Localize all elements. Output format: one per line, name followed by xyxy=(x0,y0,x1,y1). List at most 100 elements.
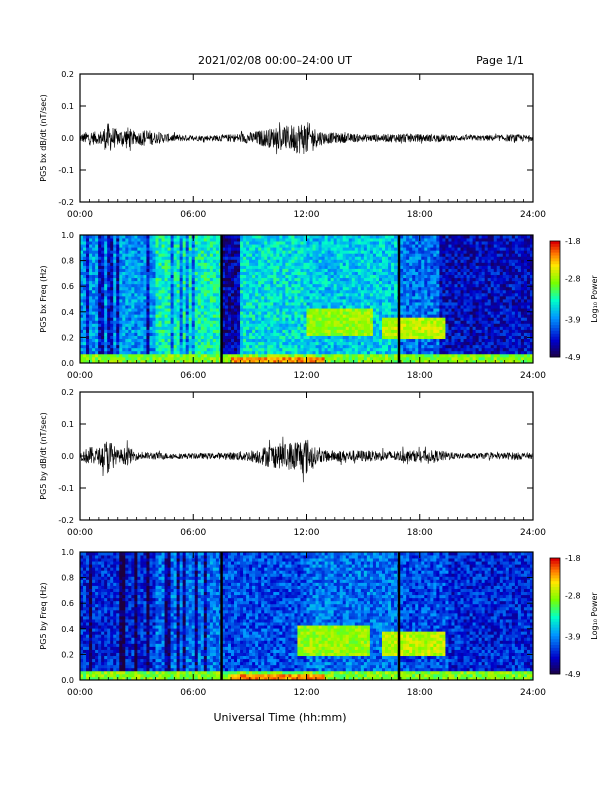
spectrogram-cell xyxy=(324,235,329,239)
spectrogram-cell xyxy=(95,241,99,245)
spectrogram-cell xyxy=(80,350,84,355)
spectrogram-cell xyxy=(385,289,389,294)
spectrogram-cell xyxy=(424,335,428,340)
spectrogram-cell xyxy=(333,359,338,364)
spectrogram-cell xyxy=(170,347,175,352)
spectrogram-cell xyxy=(215,271,220,276)
spectrogram-cell xyxy=(348,256,353,260)
spectrogram-cell xyxy=(303,265,307,269)
spectrogram-cell xyxy=(128,314,132,318)
spectrogram-cell xyxy=(288,268,292,272)
spectrogram-cell xyxy=(351,280,356,285)
spectrogram-cell xyxy=(104,253,108,257)
spectrogram-cell xyxy=(321,314,326,318)
spectrogram-cell xyxy=(101,326,105,330)
spectrogram-cell xyxy=(282,305,286,309)
spectrogram-cell xyxy=(330,238,335,242)
spectrogram-cell xyxy=(104,308,108,312)
spectrogram-cell xyxy=(252,256,256,260)
spectrogram-cell xyxy=(212,314,217,318)
spectrogram-cell xyxy=(270,344,274,349)
spectrogram-cell xyxy=(270,286,274,291)
plot-stack: 00:00 06:00 12:00 18:00 24:000.20.10.0-0.1-0… xyxy=(39,70,599,698)
spectrogram-cell xyxy=(291,347,295,352)
spectrogram-cell xyxy=(309,341,313,346)
spectrogram-cell xyxy=(95,289,99,294)
spectrogram-cell xyxy=(382,256,386,260)
spectrogram-cell xyxy=(321,253,326,257)
spectrogram-cell xyxy=(104,295,108,300)
spectrogram-cell xyxy=(427,253,431,257)
spectrogram-cell xyxy=(185,329,190,333)
spectrogram-cell xyxy=(400,323,404,327)
spectrogram-cell xyxy=(369,320,374,324)
spectrogram-cell xyxy=(282,353,286,358)
spectrogram-cell xyxy=(285,253,289,257)
spectrogram-cell xyxy=(327,350,332,355)
spectrogram-cell xyxy=(161,244,165,248)
spectrogram-cell xyxy=(321,356,326,361)
spectrogram-cell xyxy=(339,292,344,297)
spectrogram-cell xyxy=(309,302,313,306)
spectrogram-cell xyxy=(155,268,159,272)
spectrogram-cell xyxy=(83,238,87,242)
spectrogram-cell xyxy=(270,320,274,324)
spectrogram-cell xyxy=(270,253,274,257)
spectrogram-cell xyxy=(261,271,265,276)
spectrogram-cell xyxy=(179,289,184,294)
spectrogram-cell xyxy=(294,292,298,297)
spectrogram-cell xyxy=(300,335,304,340)
spectrogram-cell xyxy=(86,280,90,285)
spectrogram-cell xyxy=(227,347,232,352)
spectrogram-cell xyxy=(385,247,389,251)
spectrogram-cell xyxy=(378,271,383,276)
spectrogram-cell xyxy=(119,286,123,291)
spectrogram-cell xyxy=(264,235,268,239)
spectrogram-cell xyxy=(391,314,395,318)
spectrogram-cell xyxy=(152,253,156,257)
spectrogram-cell xyxy=(116,283,120,288)
spectrogram-cell xyxy=(288,274,292,279)
x-tick-label-0-1: 06:00 xyxy=(180,210,206,220)
spectrogram-cell xyxy=(288,247,292,251)
spectrogram-cell xyxy=(378,235,383,239)
spectrogram-cell xyxy=(357,356,362,361)
spectrogram-cell xyxy=(336,277,341,282)
spectrogram-cell xyxy=(339,256,344,260)
spectrogram-cell xyxy=(430,347,434,352)
spectrogram-cell xyxy=(385,347,389,352)
spectrogram-cell xyxy=(173,314,178,318)
spectrogram-cell xyxy=(113,238,117,242)
spectrogram-cell xyxy=(167,350,171,355)
spectrogram-cell xyxy=(152,311,156,315)
spectrogram-cell xyxy=(403,359,407,364)
spectrogram-cell xyxy=(200,302,205,306)
spectrogram-cell xyxy=(212,347,217,352)
spectrogram-cell xyxy=(375,341,380,346)
spectrogram-cell xyxy=(258,314,262,318)
spectrogram-cell xyxy=(406,292,410,297)
spectrogram-cell xyxy=(152,283,156,288)
spectrogram-cell xyxy=(98,356,102,361)
spectrogram-cell xyxy=(400,311,404,315)
spectrogram-cell xyxy=(255,332,259,336)
spectrogram-cell xyxy=(366,299,371,303)
spectrogram-cell xyxy=(378,302,383,306)
spectrogram-cell xyxy=(288,265,292,269)
spectrogram-cell xyxy=(203,347,208,352)
spectrogram-cell xyxy=(176,332,181,336)
spectrogram-cell xyxy=(167,259,171,263)
spectrogram-cell xyxy=(128,280,132,285)
spectrogram-cell xyxy=(427,256,431,260)
spectrogram-cell xyxy=(366,338,371,343)
spectrogram-cell xyxy=(107,289,111,294)
spectrogram-cell xyxy=(366,295,371,300)
spectrogram-cell xyxy=(312,332,316,336)
spectrogram-cell xyxy=(412,317,416,321)
spectrogram-cell xyxy=(224,256,229,260)
spectrogram-cell xyxy=(372,235,377,239)
spectrogram-cell xyxy=(372,338,377,343)
spectrogram-cell xyxy=(107,329,111,333)
spectrogram-cell xyxy=(249,317,253,321)
spectrogram-cell xyxy=(200,259,205,263)
